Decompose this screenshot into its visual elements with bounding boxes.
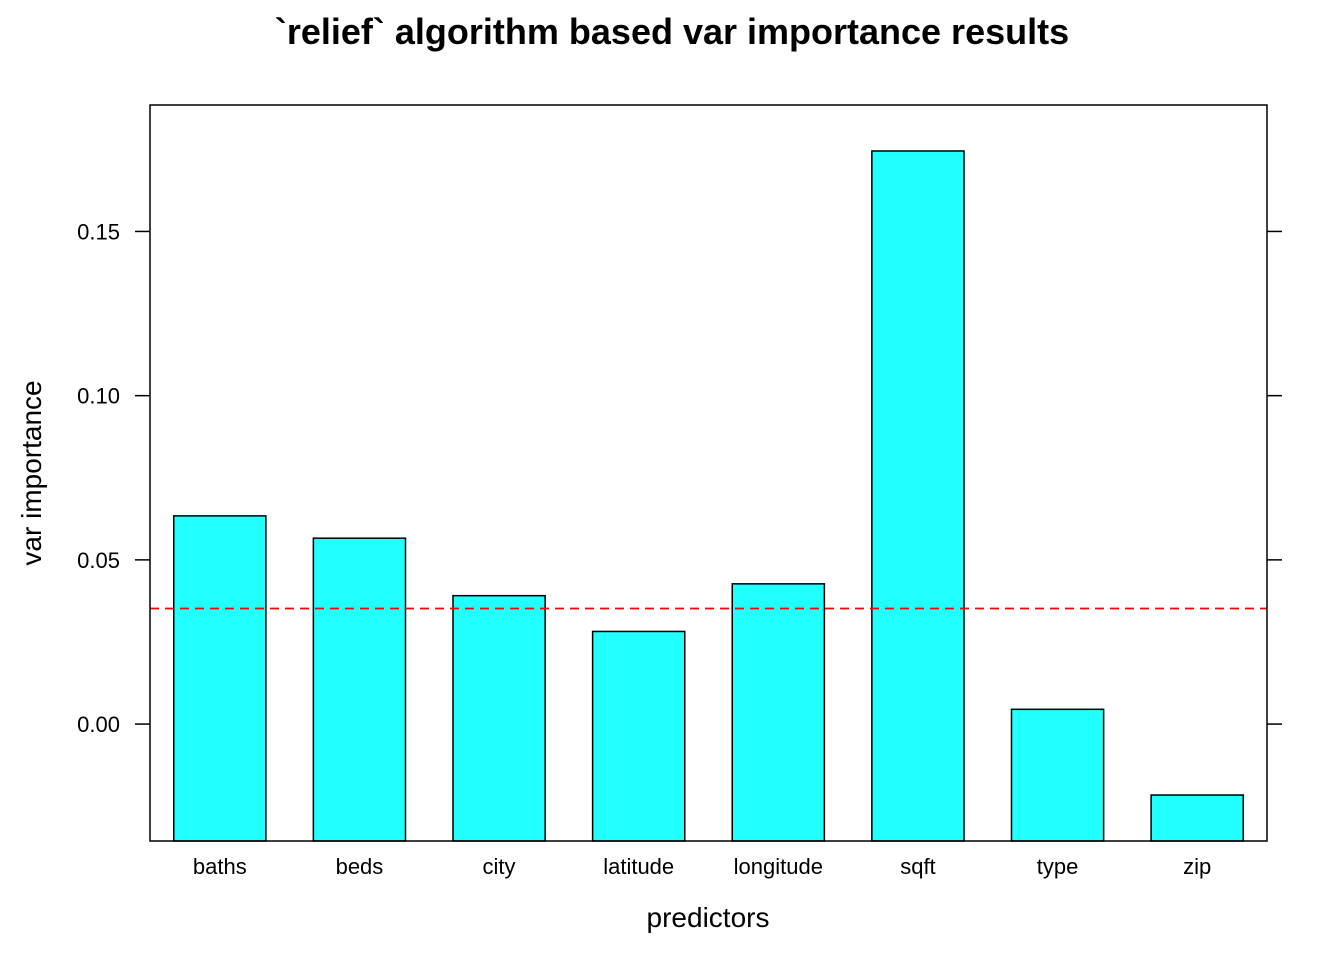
x-tick-label: sqft [900,854,935,879]
y-tick-label: 0.05 [77,548,120,573]
x-tick-label: beds [336,854,384,879]
bar-city [452,594,546,842]
bar-beds [312,537,407,842]
x-tick-label: longitude [734,854,823,879]
x-tick-label: type [1037,854,1079,879]
x-tick-label: city [483,854,516,879]
bar-zip [1150,794,1245,842]
y-tick-label: 0.15 [77,219,120,244]
x-axis-label: predictors [647,902,770,933]
chart-title: `relief` algorithm based var importance … [275,11,1069,52]
y-tick-label: 0.10 [77,384,120,409]
x-axis: baths beds city latitude longitude sqft type zi… [193,854,1211,879]
bar-sqft [871,150,965,842]
y-axis-label: var importance [16,380,47,565]
plot-frame [149,104,1268,842]
x-tick-label: zip [1183,854,1211,879]
bar-longitude [731,583,826,842]
x-tick-label: latitude [603,854,674,879]
bar-type [1010,708,1105,842]
bar-latitude [591,630,686,842]
y-tick-label: 0.00 [77,712,120,737]
x-tick-label: baths [193,854,247,879]
bars-group [172,150,1245,842]
bar-baths [172,515,267,842]
y-axis-left: 0.00 0.05 0.10 0.15 [77,219,150,737]
y-axis-right [1267,230,1282,725]
